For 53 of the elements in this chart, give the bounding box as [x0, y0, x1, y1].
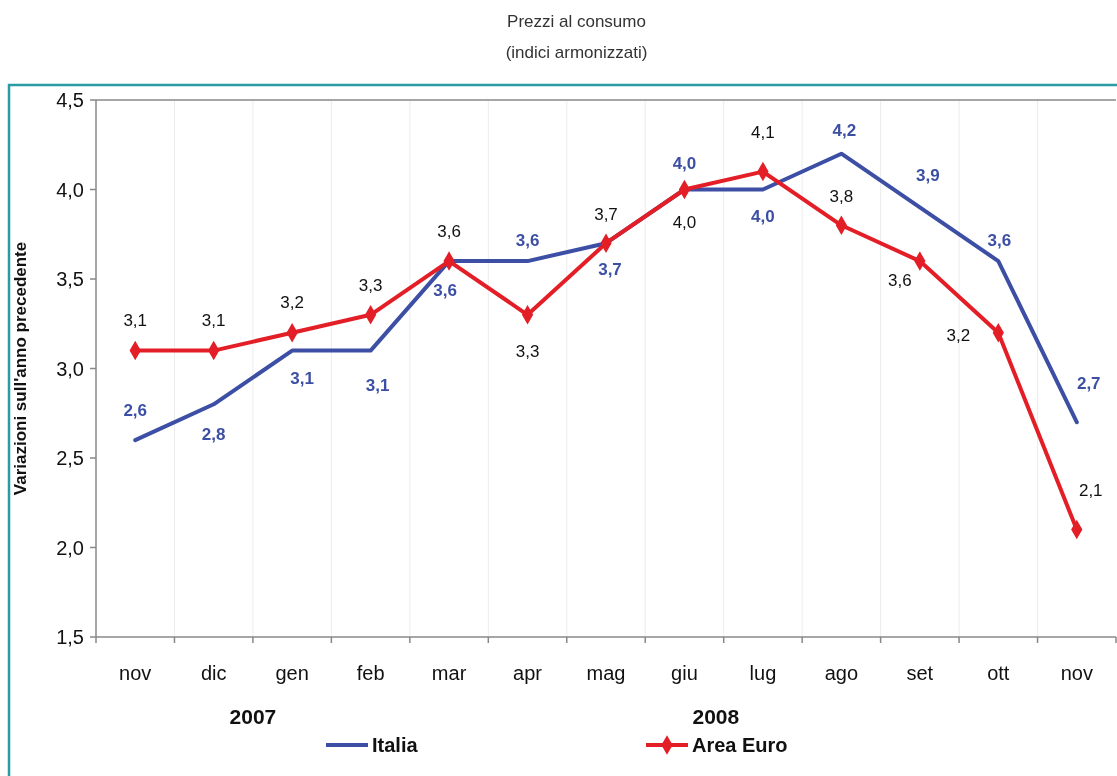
data-label: 3,7	[594, 204, 618, 224]
data-label: 4,0	[751, 207, 775, 226]
legend-label: Area Euro	[692, 734, 788, 756]
data-label: 3,1	[201, 311, 226, 331]
y-tick-label: 4,5	[56, 89, 84, 111]
x-tick-label: ott	[987, 662, 1010, 684]
data-label: 3,1	[123, 311, 148, 331]
data-label: 3,6	[515, 230, 540, 250]
text: 2008	[692, 704, 740, 728]
data-label: 3,1	[290, 369, 314, 389]
data-label: 4,2	[832, 121, 857, 141]
data-label: 2,7	[1076, 373, 1101, 393]
y-tick-label: 2,5	[56, 447, 84, 469]
data-label: 3,9	[916, 165, 940, 185]
data-label: 3,1	[365, 376, 390, 396]
x-tick-label: mar	[431, 662, 467, 684]
x-tick-label: ago	[824, 662, 859, 684]
data-label: 3,6	[888, 270, 912, 290]
y-tick-label: 2,0	[56, 536, 84, 559]
data-label: 3,3	[515, 342, 540, 362]
y-axis-title: Variazioni sull'anno precedente	[10, 241, 30, 496]
chart-title: Prezzi al consumo	[507, 11, 646, 31]
x-tick-label: nov	[119, 662, 152, 684]
data-label: 4,1	[751, 123, 775, 143]
data-label: 2,6	[123, 400, 148, 420]
x-tick-label: lug	[749, 662, 777, 684]
data-label: 2,1	[1078, 481, 1103, 501]
data-label: 3,3	[358, 276, 383, 296]
text: 2007	[229, 704, 277, 728]
data-label: 3,8	[829, 186, 854, 206]
x-tick-label: nov	[1060, 662, 1093, 684]
chart-subtitle: (indici armonizzati)	[505, 42, 648, 62]
data-label: 2,8	[201, 424, 226, 444]
data-label: 4,0	[672, 213, 697, 232]
y-tick-label: 3,0	[56, 357, 84, 380]
x-tick-label: mag	[586, 662, 626, 684]
x-tick-label: dic	[200, 662, 227, 684]
y-tick-label: 1,5	[56, 626, 84, 648]
data-label: 3,7	[598, 259, 622, 279]
legend-label: Italia	[372, 734, 419, 756]
x-tick-label: gen	[275, 662, 309, 684]
data-label: 4,0	[672, 154, 697, 173]
x-tick-label: set	[906, 662, 934, 684]
data-label: 3,6	[437, 221, 461, 241]
data-label: 3,2	[280, 293, 304, 313]
y-tick-label: 4,0	[56, 178, 84, 201]
y-tick-label: 3,5	[56, 268, 84, 290]
data-label: 3,6	[987, 230, 1012, 250]
x-tick-label: apr	[513, 662, 543, 684]
x-tick-label: giu	[671, 662, 698, 684]
x-tick-label: feb	[356, 662, 385, 684]
data-label: 3,6	[433, 280, 457, 300]
data-label: 3,2	[946, 326, 971, 346]
